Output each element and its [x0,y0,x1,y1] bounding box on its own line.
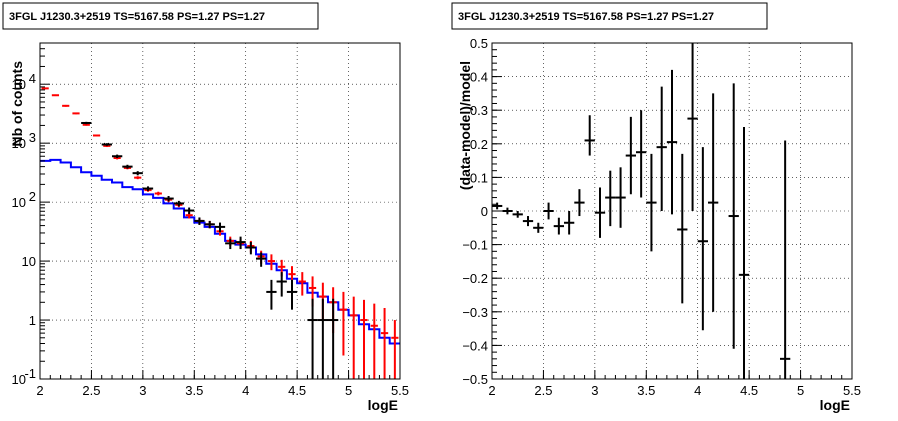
counts-y-tick-label: 1 [29,313,36,328]
residuals-title: 3FGL J1230.3+2519 TS=5167.58 PS=1.27 PS=… [458,11,714,23]
counts-panel: 3FGL J1230.3+2519 TS=5167.58 PS=1.27 PS=… [2,2,409,413]
residuals-y-tick-label: −0.3 [462,305,488,320]
residuals-y-tick-label: 0.5 [470,36,488,51]
residuals-y-tick-label: 0.3 [470,103,488,118]
residuals-y-tick-label: −0.2 [462,271,488,286]
residuals-x-axis-title: logE [820,397,850,413]
counts-x-tick-label: 5 [345,383,352,398]
residuals-x-tick-label: 5 [797,383,804,398]
residuals-y-tick-label: −0.1 [462,238,488,253]
counts-y-tick-exponent: -1 [24,366,36,381]
counts-x-tick-label: 4.5 [288,383,306,398]
counts-frame [39,42,401,380]
counts-y-tick-exponent: 2 [29,189,36,204]
model-step-line [40,158,400,345]
counts-grid [40,43,400,379]
residuals-y-tick-label: 0 [481,204,488,219]
residuals-x-tick-label: 4 [694,383,701,398]
counts-x-tick-label: 2.5 [82,383,100,398]
counts-title-box [2,2,319,30]
counts-y-tick-label: 10 [12,195,26,210]
residuals-panel: 3FGL J1230.3+2519 TS=5167.58 PS=1.27 PS=… [451,2,861,413]
residuals-x-tick-label: 3 [591,383,598,398]
counts-y-tick-label: 10 [22,254,36,269]
counts-y-tick-label: 10 [12,77,26,92]
residuals-y-tick-label: 0.4 [470,70,488,85]
residuals-y-tick-label: −0.5 [462,372,488,387]
counts-x-tick-label: 2 [36,383,43,398]
residuals-x-tick-label: 4.5 [740,383,758,398]
counts-x-tick-label: 3 [139,383,146,398]
residuals-y-tick-label: −0.4 [462,338,488,353]
residuals-x-tick-label: 2.5 [534,383,552,398]
counts-y-tick-label: 10 [12,136,26,151]
counts-y-tick-exponent: 3 [29,130,36,145]
residuals-y-tick-label: 0.1 [470,170,488,185]
counts-x-tick-label: 5.5 [391,383,409,398]
residuals-y-tick-label: 0.2 [470,137,488,152]
counts-y-tick-label: 10 [12,372,26,387]
counts-x-tick-label: 3.5 [185,383,203,398]
counts-y-axis-title: Nb of counts [9,61,25,147]
residuals-x-tick-label: 5.5 [843,383,861,398]
counts-x-axis-title: logE [368,397,398,413]
residuals-marks [492,43,791,379]
residuals-x-tick-label: 3.5 [637,383,655,398]
counts-marks [40,87,400,379]
counts-x-tick-label: 4 [242,383,249,398]
residuals-title-box [451,2,768,30]
counts-y-tick-exponent: 4 [29,71,36,86]
counts-title: 3FGL J1230.3+2519 TS=5167.58 PS=1.27 PS=… [9,11,265,23]
residuals-x-tick-label: 2 [488,383,495,398]
residuals-ticks: 2 2.5 3 3.5 4 4.5 5 5.5 −0.5 −0.4 −0.3 −0.2 −0.1 0 0.1… [462,36,861,398]
residuals-y-axis-title: (data-model)/model [457,61,473,190]
